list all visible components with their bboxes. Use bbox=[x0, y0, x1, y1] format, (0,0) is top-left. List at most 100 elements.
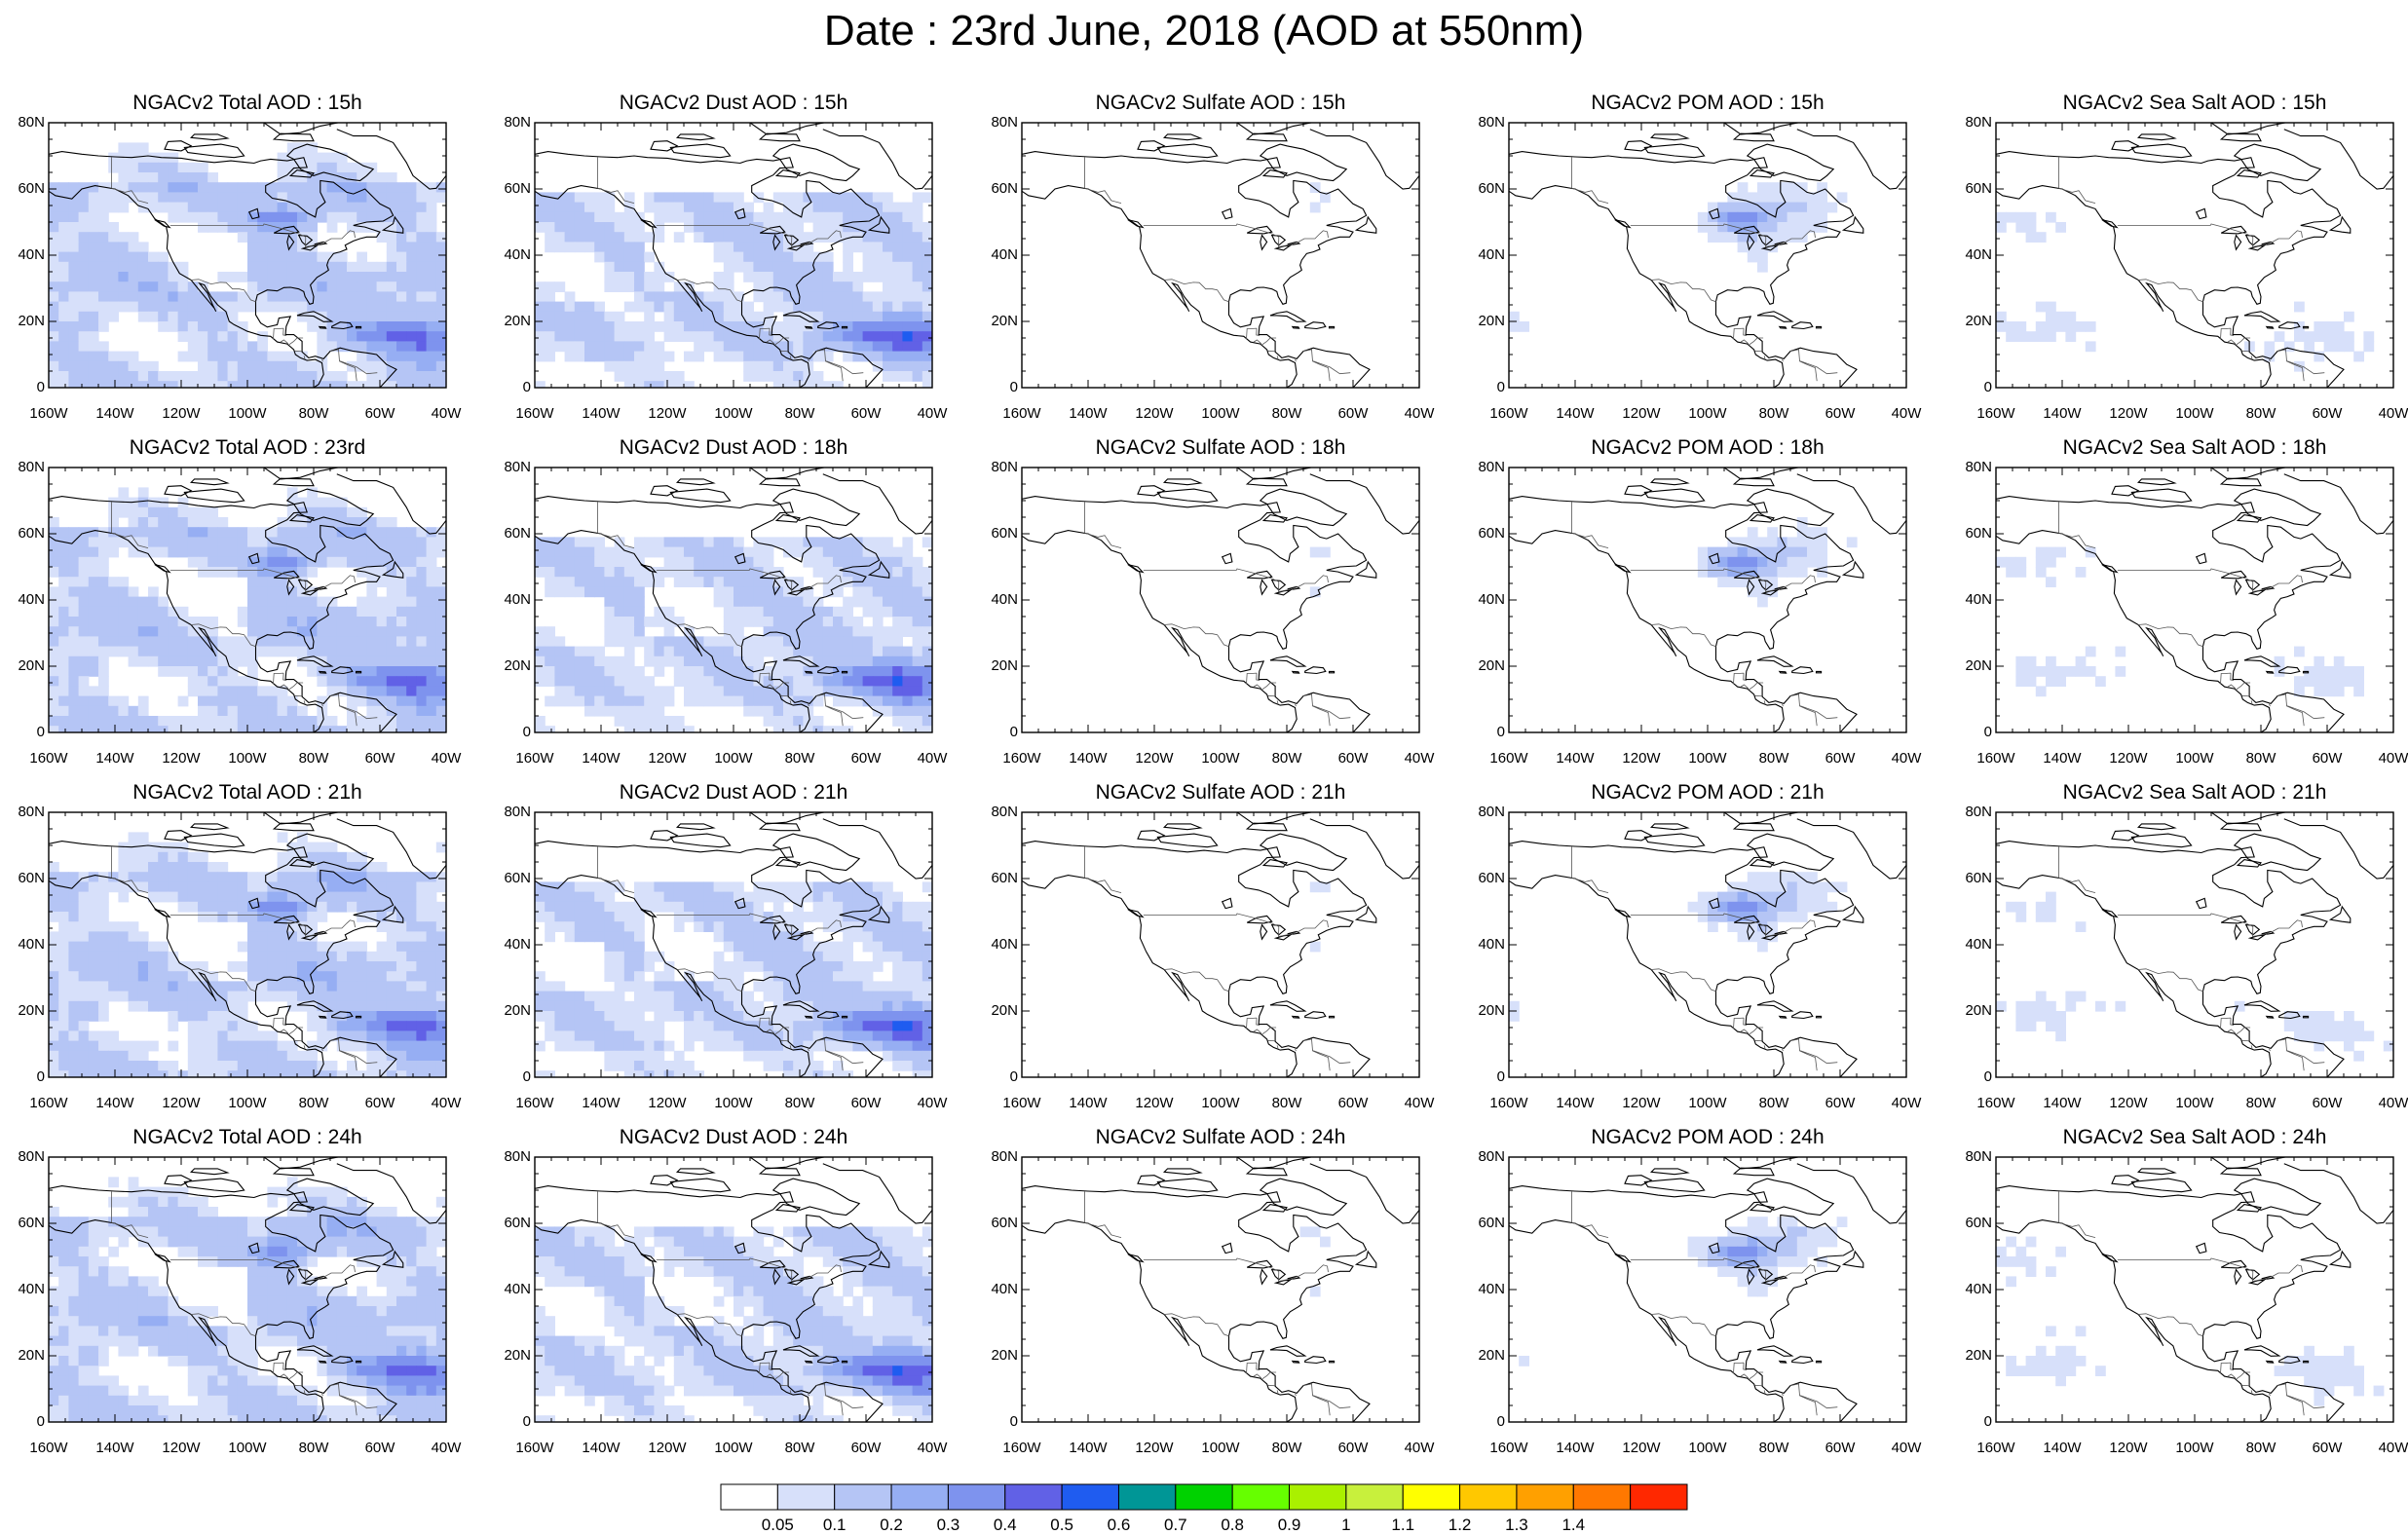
x-tick-label: 100W bbox=[1191, 405, 1250, 423]
x-tick-label: 100W bbox=[2165, 1095, 2224, 1112]
x-tick-label: 80W bbox=[2232, 405, 2290, 423]
colorbar-label: 0.6 bbox=[1094, 1516, 1143, 1535]
aod-field-pom bbox=[1698, 517, 1858, 607]
colorbar-swatch bbox=[1005, 1484, 1062, 1510]
x-tick-label: 80W bbox=[771, 1095, 829, 1112]
panel-title: NGACv2 POM AOD : 21h bbox=[1479, 780, 1937, 805]
x-tick-label: 80W bbox=[284, 750, 343, 768]
x-tick-label: 80W bbox=[1745, 1440, 1803, 1457]
x-tick-label: 100W bbox=[704, 1440, 763, 1457]
y-tick-label: 40N bbox=[952, 591, 1018, 609]
x-tick-label: 100W bbox=[1678, 750, 1737, 768]
x-tick-label: 40W bbox=[903, 750, 961, 768]
y-tick-label: 20N bbox=[465, 313, 531, 330]
y-tick-label: 60N bbox=[0, 180, 45, 198]
y-tick-label: 40N bbox=[465, 936, 531, 954]
y-tick-label: 0 bbox=[952, 724, 1018, 741]
y-tick-label: 40N bbox=[1439, 246, 1505, 264]
y-tick-label: 0 bbox=[1926, 1068, 1992, 1086]
colorbar-swatch bbox=[1460, 1484, 1517, 1510]
y-tick-label: 60N bbox=[0, 870, 45, 887]
x-tick-label: 140W bbox=[2033, 1095, 2091, 1112]
map-panel-dust-2 bbox=[508, 458, 949, 736]
map-panel-dust-4 bbox=[508, 1147, 949, 1426]
x-tick-label: 160W bbox=[1480, 750, 1538, 768]
x-tick-label: 140W bbox=[2033, 1440, 2091, 1457]
y-tick-label: 60N bbox=[1439, 180, 1505, 198]
coastlines bbox=[1483, 113, 1923, 388]
y-tick-label: 20N bbox=[1439, 313, 1505, 330]
x-tick-label: 40W bbox=[1877, 750, 1936, 768]
x-tick-label: 120W bbox=[152, 405, 210, 423]
aod-field-total bbox=[49, 142, 447, 392]
aod-field-pom bbox=[1509, 182, 1847, 332]
x-tick-label: 100W bbox=[1191, 1095, 1250, 1112]
y-tick-label: 80N bbox=[465, 459, 531, 476]
panel-title: NGACv2 Sea Salt AOD : 15h bbox=[1966, 91, 2408, 116]
y-tick-label: 20N bbox=[1439, 1002, 1505, 1020]
aod-field-seasalt bbox=[1996, 1237, 2384, 1406]
coastlines bbox=[996, 458, 1436, 732]
y-tick-label: 20N bbox=[0, 313, 45, 330]
colorbar-label: 0.1 bbox=[810, 1516, 859, 1535]
y-tick-label: 80N bbox=[0, 114, 45, 131]
x-tick-label: 60W bbox=[1324, 405, 1382, 423]
x-tick-label: 100W bbox=[2165, 1440, 2224, 1457]
y-tick-label: 40N bbox=[1926, 246, 1992, 264]
x-tick-label: 80W bbox=[2232, 750, 2290, 768]
panel-title: NGACv2 Sulfate AOD : 21h bbox=[992, 780, 1449, 805]
x-tick-label: 80W bbox=[284, 1095, 343, 1112]
y-tick-label: 80N bbox=[1926, 114, 1992, 131]
y-tick-label: 80N bbox=[0, 804, 45, 821]
y-tick-label: 20N bbox=[1926, 1002, 1992, 1020]
colorbar-label: 0.05 bbox=[753, 1516, 802, 1535]
x-tick-label: 40W bbox=[417, 750, 475, 768]
aod-field-dust bbox=[535, 537, 933, 736]
x-tick-label: 100W bbox=[218, 405, 277, 423]
x-tick-label: 140W bbox=[86, 750, 144, 768]
coastlines bbox=[1483, 803, 1923, 1077]
y-tick-label: 20N bbox=[1926, 313, 1992, 330]
y-tick-label: 20N bbox=[1439, 657, 1505, 675]
y-tick-label: 20N bbox=[1926, 1347, 1992, 1365]
x-tick-label: 120W bbox=[638, 1440, 696, 1457]
y-tick-label: 80N bbox=[952, 114, 1018, 131]
x-tick-label: 80W bbox=[1745, 750, 1803, 768]
y-tick-label: 60N bbox=[1439, 525, 1505, 543]
x-tick-label: 40W bbox=[903, 1095, 961, 1112]
x-tick-label: 120W bbox=[2099, 750, 2158, 768]
x-tick-label: 60W bbox=[2298, 1095, 2356, 1112]
x-tick-label: 120W bbox=[2099, 1440, 2158, 1457]
coastlines bbox=[996, 1147, 1436, 1422]
y-tick-label: 60N bbox=[0, 525, 45, 543]
panel-title: NGACv2 POM AOD : 18h bbox=[1479, 435, 1937, 461]
y-tick-label: 60N bbox=[0, 1215, 45, 1232]
x-tick-label: 120W bbox=[2099, 405, 2158, 423]
y-tick-label: 80N bbox=[952, 804, 1018, 821]
y-tick-label: 40N bbox=[0, 936, 45, 954]
x-tick-label: 60W bbox=[351, 405, 409, 423]
y-tick-label: 0 bbox=[0, 1413, 45, 1431]
x-tick-label: 100W bbox=[704, 405, 763, 423]
map-panel-sulfate-1 bbox=[996, 113, 1436, 388]
x-tick-label: 100W bbox=[1191, 750, 1250, 768]
y-tick-label: 20N bbox=[952, 313, 1018, 330]
panel-title: NGACv2 Total AOD : 21h bbox=[19, 780, 476, 805]
x-tick-label: 160W bbox=[1967, 750, 2025, 768]
x-tick-label: 80W bbox=[2232, 1440, 2290, 1457]
map-panel-seasalt-1 bbox=[1970, 113, 2408, 388]
x-tick-label: 140W bbox=[1546, 405, 1604, 423]
x-tick-label: 160W bbox=[1967, 1095, 2025, 1112]
x-tick-label: 40W bbox=[1390, 750, 1449, 768]
x-tick-label: 60W bbox=[837, 1440, 895, 1457]
x-tick-label: 160W bbox=[1967, 405, 2025, 423]
x-tick-label: 140W bbox=[86, 1440, 144, 1457]
colorbar-swatch bbox=[1517, 1484, 1573, 1510]
y-tick-label: 60N bbox=[465, 525, 531, 543]
x-tick-label: 80W bbox=[1258, 750, 1316, 768]
panel-title: NGACv2 Dust AOD : 15h bbox=[505, 91, 962, 116]
x-tick-label: 160W bbox=[19, 1440, 78, 1457]
y-tick-label: 60N bbox=[1926, 1215, 1992, 1232]
map-panel-sulfate-4 bbox=[996, 1147, 1436, 1422]
y-tick-label: 40N bbox=[465, 246, 531, 264]
